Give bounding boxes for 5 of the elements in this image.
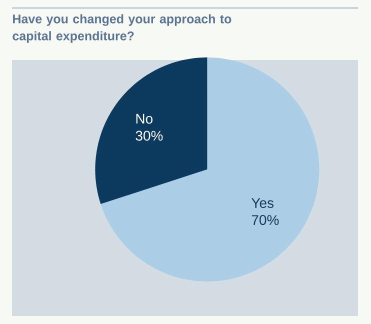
data-label: 70% [252, 215, 279, 225]
chart-title: Have you changed your approach to capital expenditure? [12, 14, 232, 43]
slice-label: No [136, 114, 153, 124]
data-label: 30% [136, 130, 163, 141]
slice-label: Yes [252, 198, 274, 208]
